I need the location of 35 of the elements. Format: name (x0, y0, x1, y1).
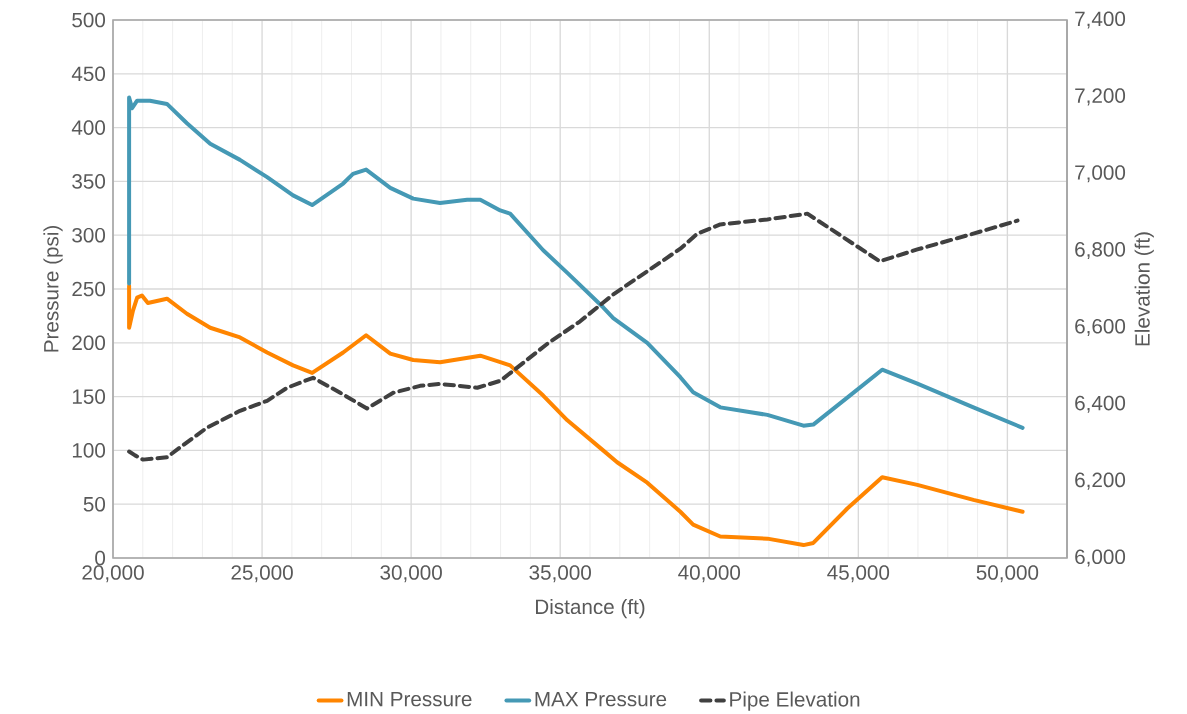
legend-label: MAX Pressure (535, 691, 667, 707)
x-axis-title: Distance (ft) (536, 598, 645, 619)
x-tick-label: 25,000 (231, 565, 293, 583)
x-tick-label: 45,000 (827, 565, 890, 583)
y2-tick-label: 6,800 (1075, 242, 1126, 260)
x-tick-label: 40,000 (678, 565, 741, 583)
y-tick-label: 450 (71, 66, 106, 82)
legend-label: Pipe Elevation (730, 691, 860, 711)
x-tick-label: 20,000 (82, 565, 144, 583)
y2-tick-label: 6,200 (1075, 472, 1126, 490)
y-tick-label: 200 (72, 335, 106, 351)
y-axis-title: Pressure (psi) (43, 226, 63, 352)
x-tick-label: 50,000 (976, 565, 1039, 583)
y2-tick-label: 7,400 (1075, 11, 1126, 29)
y-tick-label: 350 (72, 174, 106, 189)
y2-tick-label: 6,600 (1075, 318, 1126, 336)
y-tick-label: 300 (72, 227, 106, 243)
line-series (127, 283, 1025, 548)
y-tick-label: 150 (72, 389, 106, 404)
y-tick-label: 100 (72, 443, 106, 458)
y-tick-label: 250 (72, 281, 106, 297)
y-tick-label: 50 (83, 496, 106, 512)
y-tick-label: 400 (71, 120, 106, 135)
y-tick-label: 500 (72, 12, 106, 28)
line-series (127, 211, 1020, 462)
y2-tick-label: 6,400 (1075, 395, 1126, 413)
x-tick-label: 30,000 (380, 565, 442, 583)
x-tick-label: 35,000 (529, 565, 591, 583)
y2-tick-label: 7,200 (1075, 88, 1126, 106)
legend-label: MIN Pressure (347, 691, 472, 707)
y2-tick-label: 7,000 (1075, 165, 1126, 183)
y2-tick-label: 6,000 (1075, 549, 1126, 567)
y2-axis-title: Elevation (ft) (1134, 232, 1154, 346)
line-series (127, 95, 1025, 430)
y-tick-label: 0 (95, 550, 106, 566)
